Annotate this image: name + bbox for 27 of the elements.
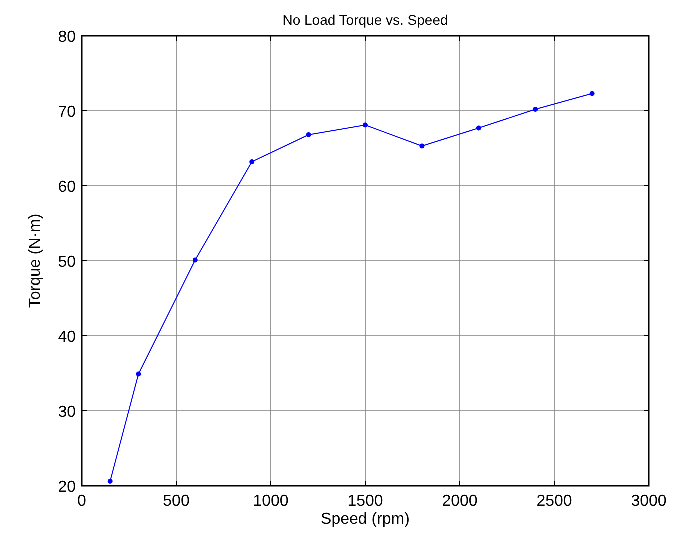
- x-tick-label: 500: [163, 493, 190, 510]
- point: [306, 132, 312, 138]
- y-axis-title: Torque (N·m): [27, 214, 44, 308]
- point: [192, 258, 198, 263]
- point: [476, 126, 482, 131]
- x-tick-label: 3000: [631, 493, 667, 510]
- x-tick-label: 0: [78, 493, 87, 510]
- point: [590, 91, 595, 96]
- y-tick-label: 40: [58, 329, 76, 346]
- y-tick-label: 20: [58, 479, 76, 496]
- point: [250, 160, 255, 164]
- x-tick-label: 2500: [536, 493, 572, 510]
- y-tick-label: 60: [58, 179, 76, 196]
- point: [533, 107, 538, 112]
- chart-title: No Load Torque vs. Speed: [282, 12, 448, 28]
- y-tick-label: 70: [58, 104, 76, 121]
- x-axis-title: Speed (rpm): [321, 511, 410, 528]
- point: [108, 479, 113, 484]
- point: [420, 144, 425, 149]
- x-tick-label: 1500: [348, 493, 384, 510]
- y-tick-label: 30: [58, 404, 76, 421]
- y-tick-label: 80: [58, 29, 76, 46]
- point: [136, 372, 142, 377]
- x-tick-label: 2000: [442, 493, 478, 510]
- point: [363, 122, 368, 128]
- x-tick-label: 1000: [253, 493, 289, 510]
- y-tick-label: 50: [58, 254, 76, 271]
